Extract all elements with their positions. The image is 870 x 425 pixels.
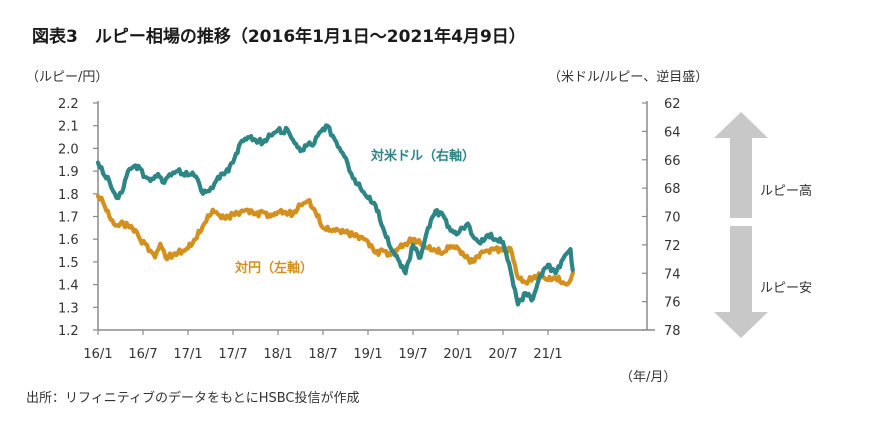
source-note: 出所：リフィニティブのデータをもとにHSBC投信が作成 — [26, 391, 360, 406]
left-tick-label: 1.2 — [58, 324, 79, 339]
x-tick-label: 19/1 — [353, 347, 382, 362]
right-axis-unit: （米ドル/ルピー、逆目盛） — [548, 70, 709, 85]
left-tick-label: 1.6 — [58, 233, 79, 248]
right-tick-label: 78 — [664, 324, 681, 339]
right-tick-label: 72 — [664, 239, 681, 254]
x-tick-label: 18/7 — [308, 347, 337, 362]
x-tick-label: 16/1 — [83, 347, 112, 362]
x-tick-label: 20/1 — [443, 347, 472, 362]
arrow-down-icon — [714, 226, 768, 338]
left-axis-unit: （ルピー/円） — [26, 70, 109, 85]
chart-title: 図表3 ルピー相場の推移（2016年1月1日～2021年4月9日） — [32, 27, 526, 47]
series-layer — [95, 123, 575, 307]
series-line-usd — [95, 123, 575, 307]
x-tick-label: 16/7 — [128, 347, 157, 362]
right-tick-label: 70 — [664, 211, 681, 226]
x-tick-label: 21/1 — [533, 347, 562, 362]
right-tick-label: 68 — [664, 182, 681, 197]
left-tick-label: 1.7 — [58, 211, 79, 226]
x-tick-label: 18/1 — [263, 347, 292, 362]
arrow-up-icon — [714, 112, 768, 218]
right-tick-label: 74 — [664, 267, 681, 282]
rupee-direction-indicator — [714, 112, 768, 338]
rupee-down-label: ルピー安 — [760, 281, 813, 296]
left-tick-label: 2.2 — [58, 97, 79, 112]
left-tick-label: 1.3 — [58, 301, 79, 316]
rupee-up-label: ルピー高 — [760, 184, 813, 199]
series-line-jpy — [95, 194, 575, 287]
axes: 2.2 2.1 2.0 1.9 1.8 1.7 1.6 1.5 1.4 1.3 1.2 62 64 66 6… — [58, 97, 681, 362]
series-label-jpy: 対円（左軸） — [234, 260, 313, 276]
right-tick-label: 66 — [664, 154, 681, 169]
right-tick-label: 64 — [664, 125, 681, 140]
x-axis-unit: （年/月） — [620, 370, 677, 385]
x-tick-label: 17/1 — [173, 347, 202, 362]
left-tick-label: 1.8 — [58, 188, 79, 203]
x-tick-label: 17/7 — [218, 347, 247, 362]
right-tick-label: 76 — [664, 296, 681, 311]
x-tick-label: 20/7 — [488, 347, 517, 362]
left-tick-label: 1.4 — [58, 279, 79, 294]
left-tick-label: 2.0 — [58, 142, 79, 157]
left-tick-label: 2.1 — [58, 120, 79, 135]
series-label-usd: 対米ドル（右軸） — [370, 148, 475, 164]
left-tick-label: 1.9 — [58, 165, 79, 180]
right-tick-label: 62 — [664, 97, 681, 112]
x-tick-label: 19/7 — [398, 347, 427, 362]
left-tick-label: 1.5 — [58, 256, 79, 271]
